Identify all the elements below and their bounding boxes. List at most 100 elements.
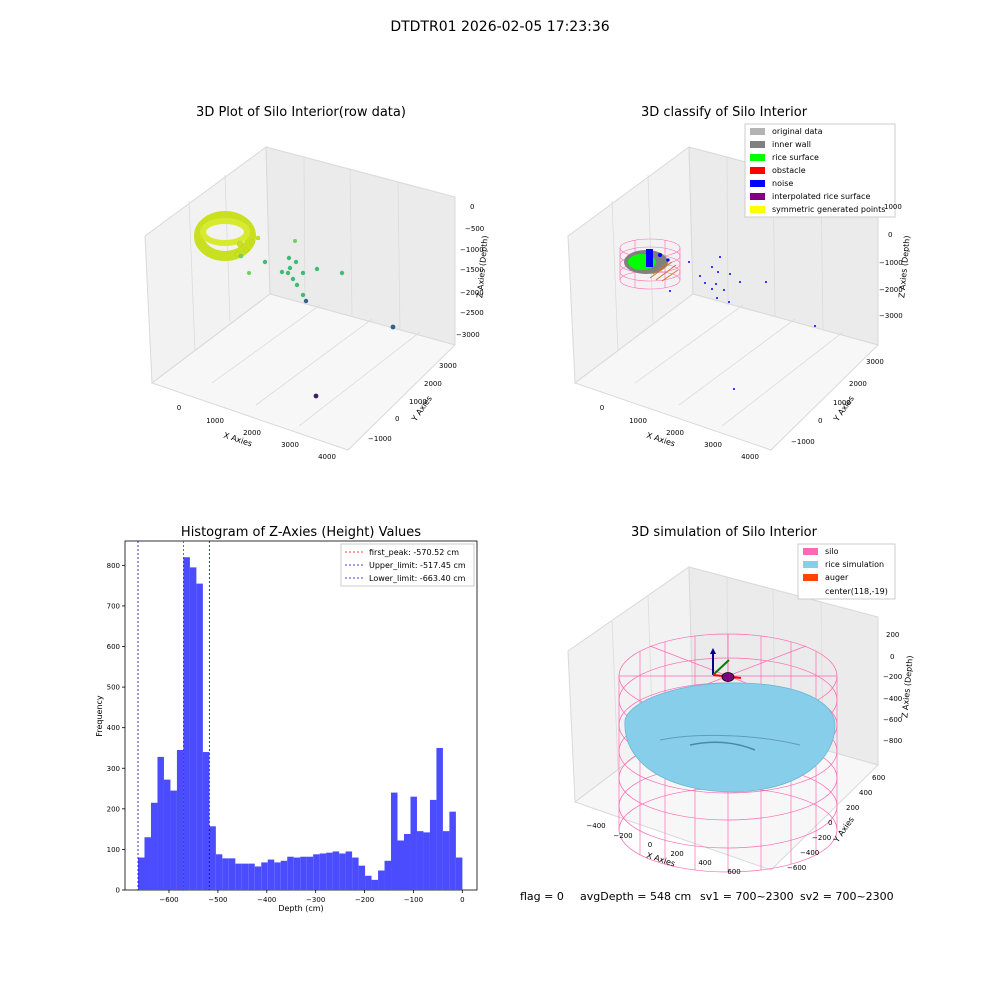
- panel2-legend-item: symmetric generated points: [750, 205, 885, 214]
- panel4-ytick: 0: [828, 819, 832, 827]
- panel1-ytick: −1000: [368, 435, 392, 443]
- panel2-xtick: 1000: [629, 417, 647, 425]
- panel1-ytick: 0: [395, 415, 399, 423]
- hist-bar: [183, 557, 190, 890]
- panel2-legend-item: inner wall: [750, 140, 811, 149]
- hist-bar: [410, 796, 417, 890]
- panel4-ytick: −600: [787, 864, 806, 872]
- svg-text:center(118,-19): center(118,-19): [825, 587, 888, 596]
- hist-bar: [339, 853, 346, 890]
- panel2-ztick: −1000: [879, 259, 903, 267]
- hist-bar: [326, 852, 333, 890]
- hist-bar: [170, 790, 177, 890]
- figure-title: DTDTR01 2026-02-05 17:23:36: [390, 19, 609, 35]
- hist-xtick-label: −100: [404, 896, 423, 904]
- hist-bar: [280, 860, 288, 890]
- panel2-x-ticks: 0 1000 2000 3000 4000: [600, 404, 759, 461]
- hist-bar: [391, 792, 398, 890]
- panel4-x-ticks: −400 −200 0 200 400 600: [586, 822, 740, 876]
- hist-bar: [235, 863, 242, 890]
- hist-bar: [300, 856, 307, 890]
- hist-ytick-label: 700: [107, 602, 120, 610]
- hist-bar: [176, 749, 184, 890]
- hist-bar: [416, 831, 424, 890]
- hist-bars: [138, 557, 463, 890]
- hist-bar: [384, 860, 392, 890]
- panel-histogram: Histogram of Z-Axies (Height) Values −60…: [95, 525, 478, 913]
- panel4-z-ticks: 200 0 −200 −400 −600 −800: [883, 631, 902, 745]
- hist-bar: [293, 857, 301, 890]
- panel4-xtick: −200: [613, 832, 632, 840]
- panel2-xtick: 0: [600, 404, 604, 412]
- panel4-ztick: 200: [886, 631, 899, 639]
- hist-bar: [228, 858, 236, 890]
- hist-ytick-label: 400: [107, 724, 120, 732]
- hist-bar: [138, 857, 145, 890]
- panel2-title: 3D classify of Silo Interior: [641, 105, 808, 120]
- hist-bar: [319, 853, 327, 890]
- panel1-ztick: −3000: [456, 331, 480, 339]
- panel1-point-cloud: [194, 211, 396, 399]
- panel4-legend-item: auger: [803, 573, 849, 582]
- hist-bar: [157, 756, 164, 890]
- panel1-y-ticks: −1000 0 1000 2000 3000: [368, 362, 457, 443]
- sv2-text: sv2 = 700~2300: [800, 890, 894, 903]
- panel2-xtick: 3000: [704, 441, 722, 449]
- hist-bar: [436, 747, 443, 890]
- panel4-ytick: 200: [846, 804, 859, 812]
- hist-bar: [267, 859, 275, 890]
- panel1-ytick: 2000: [424, 380, 442, 388]
- hist-legend-item: Upper_limit: -517.45 cm: [345, 561, 466, 570]
- hist-ytick-label: 300: [107, 765, 120, 773]
- panel2-ztick: −3000: [879, 312, 903, 320]
- hist-xtick-label: −600: [159, 896, 178, 904]
- svg-text:silo: silo: [825, 547, 839, 556]
- hist-bar: [248, 863, 255, 890]
- hist-bar: [313, 854, 320, 890]
- panel1-ztick: −2500: [460, 309, 484, 317]
- hist-legend-item: first_peak: -570.52 cm: [345, 548, 459, 557]
- panel1-z-ticks: 0 −500 −1000 −1500 −2000 −2500 −3000: [456, 203, 484, 339]
- panel1-ztick: −500: [465, 225, 484, 233]
- hist-bar: [403, 833, 411, 890]
- svg-text:interpolated rice surface: interpolated rice surface: [772, 192, 870, 201]
- panel1-ztick: −1000: [460, 246, 484, 254]
- panel1-xtick: 1000: [206, 417, 224, 425]
- svg-text:inner wall: inner wall: [772, 140, 811, 149]
- hist-legend-item: Lower_limit: -663.40 cm: [345, 574, 466, 583]
- panel4-xtick: 200: [670, 850, 683, 858]
- panel4-y-ticks: −600 −400 −200 0 200 400 600: [787, 774, 885, 872]
- panel4-auger-marker: [710, 648, 742, 682]
- panel2-ztick: 0: [888, 231, 892, 239]
- hist-bar: [241, 863, 249, 890]
- hist-xtick-label: −300: [306, 896, 325, 904]
- hist-bar: [423, 832, 430, 890]
- panel1-ytick: 1000: [409, 398, 427, 406]
- hist-bar: [150, 802, 158, 890]
- panel4-xtick: 400: [698, 859, 711, 867]
- panel1-title: 3D Plot of Silo Interior(row data): [196, 105, 406, 120]
- svg-text:rice surface: rice surface: [772, 153, 819, 162]
- hist-xtick-label: 0: [460, 896, 464, 904]
- hist-xtick-label: −500: [208, 896, 227, 904]
- hist-bar: [397, 840, 404, 890]
- panel4-ztick: −400: [883, 695, 902, 703]
- panel1-ytick: 3000: [439, 362, 457, 370]
- hist-bar: [352, 857, 359, 890]
- hist-bar: [202, 752, 210, 890]
- hist-ylabel: Frequency: [95, 695, 104, 737]
- panel2-legend: original data inner wall rice surface ob…: [744, 123, 896, 218]
- panel2-ztick: −2000: [879, 286, 903, 294]
- svg-text:Upper_limit: -517.45 cm: Upper_limit: -517.45 cm: [369, 561, 466, 570]
- hist-bar: [222, 858, 229, 890]
- svg-text:rice simulation: rice simulation: [825, 560, 884, 569]
- panel1-xtick: 4000: [318, 453, 336, 461]
- svg-text:first_peak: -570.52 cm: first_peak: -570.52 cm: [369, 548, 459, 557]
- panel2-legend-item: interpolated rice surface: [750, 192, 870, 201]
- panel1-ztick: 0: [470, 203, 474, 211]
- svg-text:Lower_limit: -663.40 cm: Lower_limit: -663.40 cm: [369, 574, 466, 583]
- hist-bar: [215, 854, 223, 890]
- hist-ytick-label: 500: [107, 684, 120, 692]
- hist-x-ticks: −600 −500 −400 −300 −200 −100 0: [159, 890, 465, 904]
- svg-text:obstacle: obstacle: [772, 166, 806, 175]
